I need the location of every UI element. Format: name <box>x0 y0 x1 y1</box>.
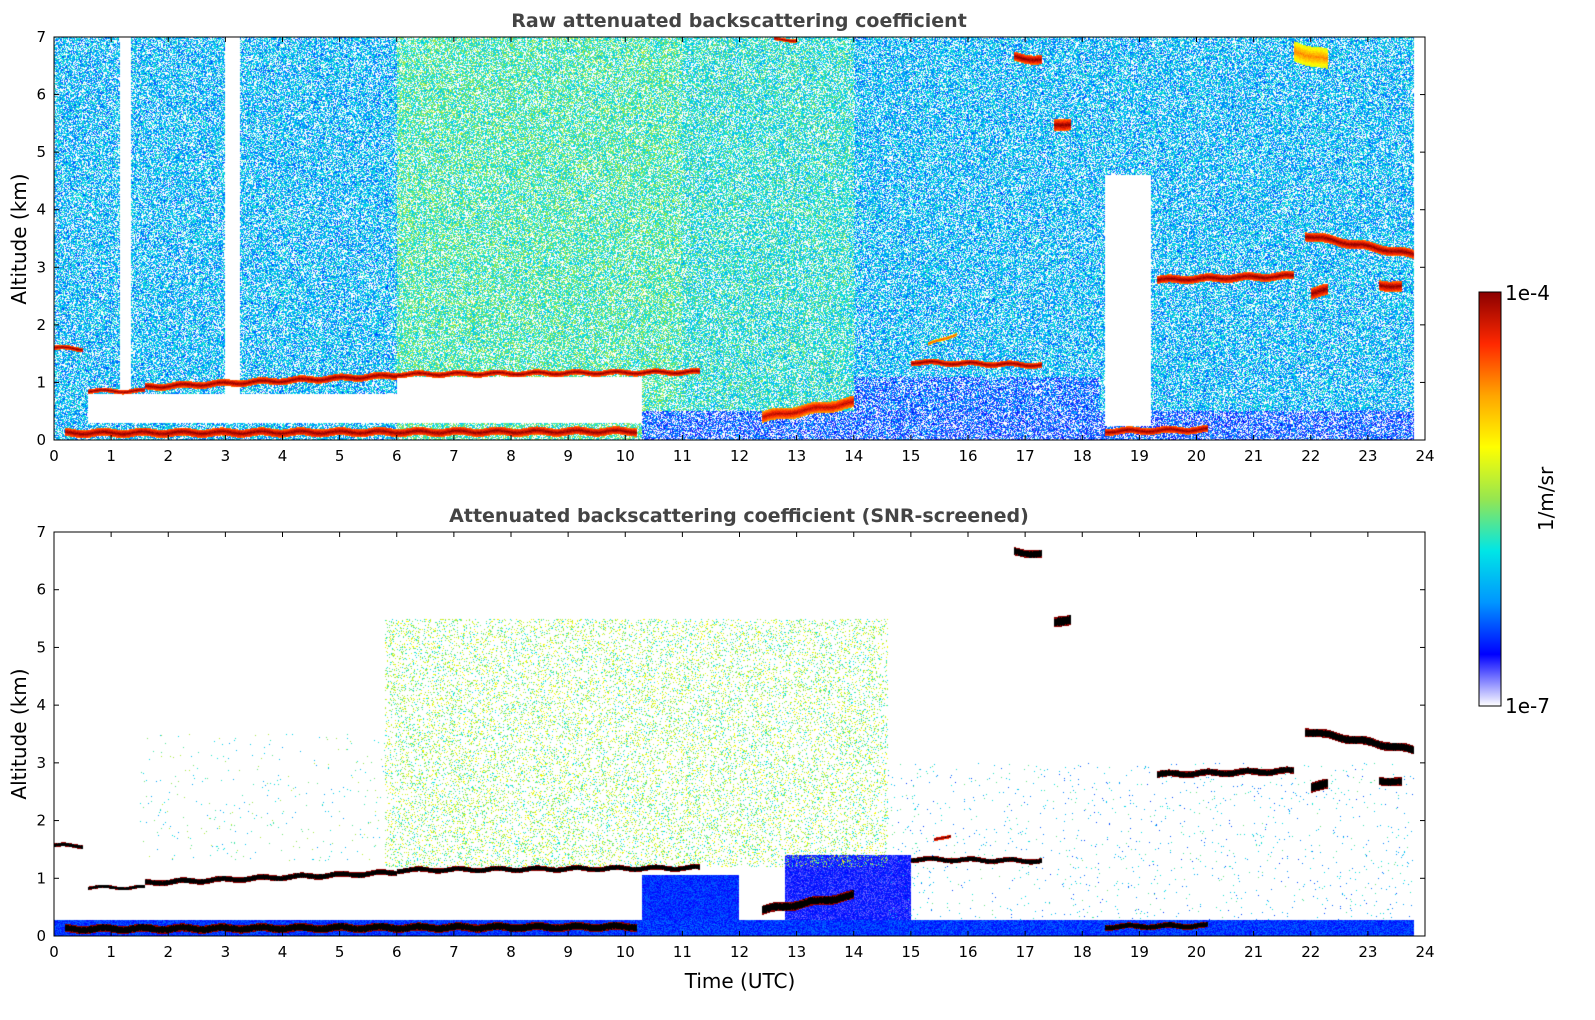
x-axis-label: Time (UTC) <box>684 969 796 993</box>
x-tick-label: 24 <box>1415 943 1434 961</box>
y-tick-label: 5 <box>36 638 46 656</box>
colorbar-gradient <box>1479 292 1501 706</box>
panel-raw: Raw attenuated backscattering coefficien… <box>7 10 1435 465</box>
y-tick-label: 4 <box>36 201 46 219</box>
x-tick-label: 4 <box>278 447 288 465</box>
colorbar-units-label: 1/m/sr <box>1534 466 1558 531</box>
x-tick-label: 10 <box>616 447 635 465</box>
x-tick-label: 6 <box>392 447 402 465</box>
x-tick-label: 13 <box>787 447 806 465</box>
x-tick-label: 9 <box>563 447 573 465</box>
x-tick-label: 7 <box>449 943 459 961</box>
x-tick-label: 11 <box>673 447 692 465</box>
y-axis-label-raw: Altitude (km) <box>7 173 31 304</box>
y-axis-label-screened: Altitude (km) <box>7 668 31 799</box>
x-tick-label: 0 <box>49 447 59 465</box>
x-tick-label: 0 <box>49 943 59 961</box>
x-tick-label: 22 <box>1301 943 1320 961</box>
y-tick-label: 0 <box>36 927 46 945</box>
x-tick-label: 8 <box>506 943 516 961</box>
x-tick-label: 21 <box>1244 943 1263 961</box>
y-ticks-screened: 0 1 2 3 4 5 6 7 <box>36 523 1425 945</box>
x-tick-label: 22 <box>1301 447 1320 465</box>
x-tick-label: 21 <box>1244 447 1263 465</box>
x-tick-label: 5 <box>335 943 345 961</box>
x-tick-label: 1 <box>106 943 116 961</box>
x-tick-label: 14 <box>844 943 863 961</box>
y-tick-label: 3 <box>36 754 46 772</box>
colorbar-min-label: 1e-7 <box>1505 694 1550 718</box>
x-tick-label: 19 <box>1130 943 1149 961</box>
x-tick-label: 3 <box>221 447 231 465</box>
x-tick-label: 18 <box>1073 447 1092 465</box>
x-tick-label: 12 <box>730 943 749 961</box>
x-tick-label: 11 <box>673 943 692 961</box>
y-tick-label: 7 <box>36 523 46 541</box>
panel-screened: Attenuated backscattering coefficient (S… <box>7 505 1435 993</box>
x-tick-label: 20 <box>1187 943 1206 961</box>
x-tick-label: 1 <box>106 447 116 465</box>
y-tick-label: 2 <box>36 316 46 334</box>
colorbar-frame <box>1478 291 1502 707</box>
x-tick-label: 3 <box>221 943 231 961</box>
x-tick-label: 5 <box>335 447 345 465</box>
heatmap-raw <box>54 37 1425 440</box>
x-tick-label: 17 <box>1016 447 1035 465</box>
y-tick-label: 4 <box>36 696 46 714</box>
x-ticks-raw: 0 1 2 3 4 5 6 7 8 9 10 11 12 13 14 15 16 17 18 19 20 21 22 23 24 <box>49 37 1435 465</box>
x-tick-label: 7 <box>449 447 459 465</box>
heatmap-screened <box>54 532 1425 936</box>
x-tick-label: 2 <box>163 447 173 465</box>
x-tick-label: 23 <box>1358 943 1377 961</box>
y-tick-label: 1 <box>36 373 46 391</box>
x-tick-label: 16 <box>958 943 977 961</box>
x-tick-label: 13 <box>787 943 806 961</box>
y-tick-label: 3 <box>36 258 46 276</box>
y-tick-label: 7 <box>36 28 46 46</box>
x-tick-label: 16 <box>958 447 977 465</box>
colorbar: 1e-4 1e-7 1/m/sr <box>1478 281 1558 718</box>
panel-title-screened: Attenuated backscattering coefficient (S… <box>449 505 1029 527</box>
x-tick-label: 6 <box>392 943 402 961</box>
y-tick-label: 2 <box>36 812 46 830</box>
x-tick-label: 17 <box>1016 943 1035 961</box>
x-tick-label: 8 <box>506 447 516 465</box>
x-tick-label: 15 <box>901 943 920 961</box>
x-tick-label: 19 <box>1130 447 1149 465</box>
x-tick-label: 4 <box>278 943 288 961</box>
colorbar-max-label: 1e-4 <box>1505 281 1550 305</box>
x-tick-label: 14 <box>844 447 863 465</box>
x-tick-label: 24 <box>1415 447 1434 465</box>
y-tick-label: 6 <box>36 581 46 599</box>
x-tick-label: 12 <box>730 447 749 465</box>
y-tick-label: 5 <box>36 143 46 161</box>
x-tick-label: 2 <box>163 943 173 961</box>
y-tick-label: 0 <box>36 431 46 449</box>
x-tick-label: 15 <box>901 447 920 465</box>
x-tick-label: 20 <box>1187 447 1206 465</box>
x-tick-label: 18 <box>1073 943 1092 961</box>
y-tick-label: 6 <box>36 86 46 104</box>
y-tick-label: 1 <box>36 869 46 887</box>
x-tick-label: 9 <box>563 943 573 961</box>
x-tick-label: 10 <box>616 943 635 961</box>
x-tick-label: 23 <box>1358 447 1377 465</box>
panel-title-raw: Raw attenuated backscattering coefficien… <box>511 10 967 32</box>
y-ticks-raw: 0 1 2 3 4 5 6 7 <box>36 28 1425 449</box>
x-ticks-screened: 0 1 2 3 4 5 6 7 8 9 10 11 12 13 14 15 16 17 18 19 20 21 22 23 24 <box>49 532 1435 961</box>
